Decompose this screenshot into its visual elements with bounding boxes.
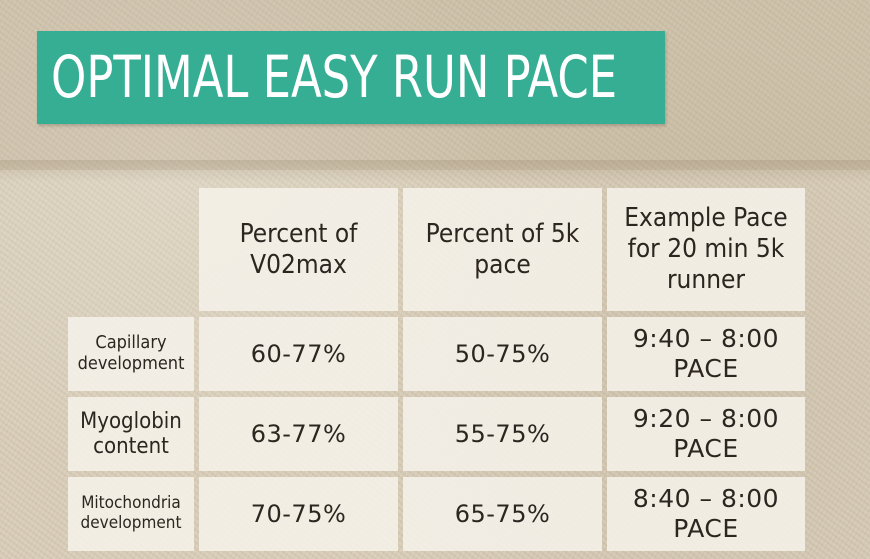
header-vo2max: Percent of V02max [199,188,398,311]
header-example-pace-line-2: for 20 min 5k [627,234,785,264]
header-example-pace-line-3: runner [666,265,746,295]
table-cell-example-pace: 9:20 – 8:00 PACE [607,397,805,471]
row-label-line-2: development [77,353,185,374]
table-cell-vo2max: 63-77% [199,397,398,471]
header-vo2max-line-1: Percent of [239,218,358,249]
header-vo2max-line-2: V02max [250,249,347,280]
row-label-capillary: Capillary development [68,317,194,391]
header-5k-pace-line-1: Percent of 5k [425,218,580,249]
table-cell-example-pace: 8:40 – 8:00 PACE [607,477,805,551]
title-banner: OPTIMAL EASY RUN PACE [37,31,665,124]
row-label-line-1: Mitochondria [81,493,181,514]
table-cell-vo2max: 70-75% [199,477,398,551]
table-cell-5k-pace: 50-75% [403,317,602,391]
header-5k-pace: Percent of 5k pace [403,188,602,311]
row-label-line-2: development [80,513,182,533]
header-example-pace-line-1: Example Pace [624,203,788,233]
row-label-mitochondria: Mitochondria development [68,477,194,551]
example-pace-range: 9:40 – 8:00 [632,324,780,353]
header-example-pace: Example Pace for 20 min 5k runner [607,188,805,311]
torn-paper-edge [0,160,870,182]
example-pace-range: 9:20 – 8:00 [632,404,780,433]
example-pace-unit: PACE [673,514,739,543]
row-label-line-1: Capillary [95,332,167,354]
table-cell-5k-pace: 55-75% [403,397,602,471]
example-pace-range: 8:40 – 8:00 [632,484,780,513]
row-label-myoglobin: Myoglobin content [68,397,194,471]
table-cell-5k-pace: 65-75% [403,477,602,551]
example-pace-unit: PACE [673,354,739,383]
table-cell-vo2max: 60-77% [199,317,398,391]
page-title: OPTIMAL EASY RUN PACE [51,43,618,111]
row-label-line-1: Myoglobin [80,408,182,434]
row-label-line-2: content [93,434,169,459]
example-pace-unit: PACE [673,434,739,463]
header-5k-pace-line-2: pace [474,249,531,280]
table-cell-example-pace: 9:40 – 8:00 PACE [607,317,805,391]
